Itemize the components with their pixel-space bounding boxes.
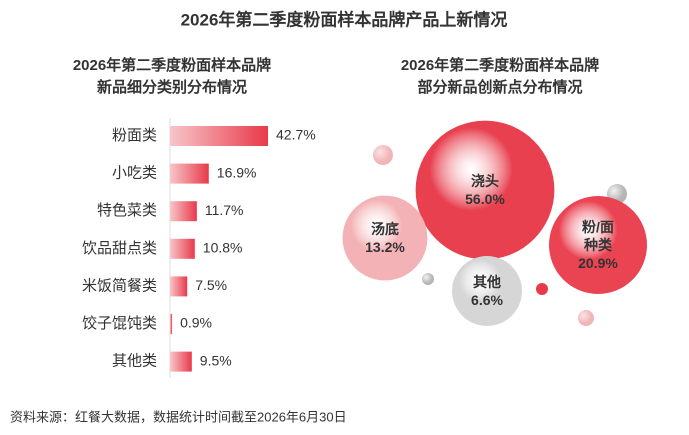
bubble-label: 汤底 13.2% [365,220,405,256]
bar [170,163,209,184]
bubble [342,195,428,281]
value-label: 13.2% [365,239,405,255]
decoration [373,145,393,165]
bar [170,314,173,334]
category-label: 粉面类 [112,127,157,144]
value-label: 0.9% [180,315,212,331]
decoration [578,310,594,326]
chart-title: 2026年第二季度粉面样本品牌 [73,56,271,74]
category-label: 米饭简餐类 [82,277,157,294]
value-label: 9.5% [200,352,232,368]
source: 资料来源：红餐大数据，数据统计时间截至2026年6月30日 [10,409,347,424]
bar [170,238,195,259]
category: 汤底 [370,221,399,237]
bubble-label: 粉/面 种类 20.9% [578,218,618,272]
value-label: 10.8% [203,240,243,256]
bubble-label: 浇头 56.0% [465,172,505,208]
value-label: 6.6% [471,292,503,308]
category-label: 饺子馄饨类 [82,314,157,332]
bubble-label: 其他 6.6% [471,273,503,309]
chart-title: 新品细分类别分布情况 [97,78,247,96]
category: 粉/面 种类 [582,219,614,253]
decoration [536,283,548,295]
value-label: 16.9% [217,164,257,180]
page-title: 2026年第二季度粉面样本品牌产品上新情况 [181,9,508,29]
value-label: 20.9% [578,255,618,271]
value-label: 56.0% [465,191,505,207]
category: 浇头 [470,173,499,189]
bubble [415,120,555,260]
category-label: 特色菜类 [97,202,157,219]
value-label: 42.7% [276,127,316,143]
value-label: 11.7% [205,202,244,218]
bubble [452,256,522,326]
category-label: 其他类 [112,353,157,370]
bubble [548,195,648,295]
bar [170,351,192,372]
category-label: 小吃类 [112,165,157,182]
value-label: 7.5% [195,277,227,293]
category-label: 饮品甜点类 [82,240,157,257]
decoration [422,273,434,285]
bar [170,276,188,297]
chart-title: 2026年第二季度粉面样本品牌 [401,56,599,74]
category: 其他 [472,274,501,290]
bar [170,126,268,146]
bar [170,201,197,222]
chart-title: 部分新品创新点分布情况 [417,78,582,96]
